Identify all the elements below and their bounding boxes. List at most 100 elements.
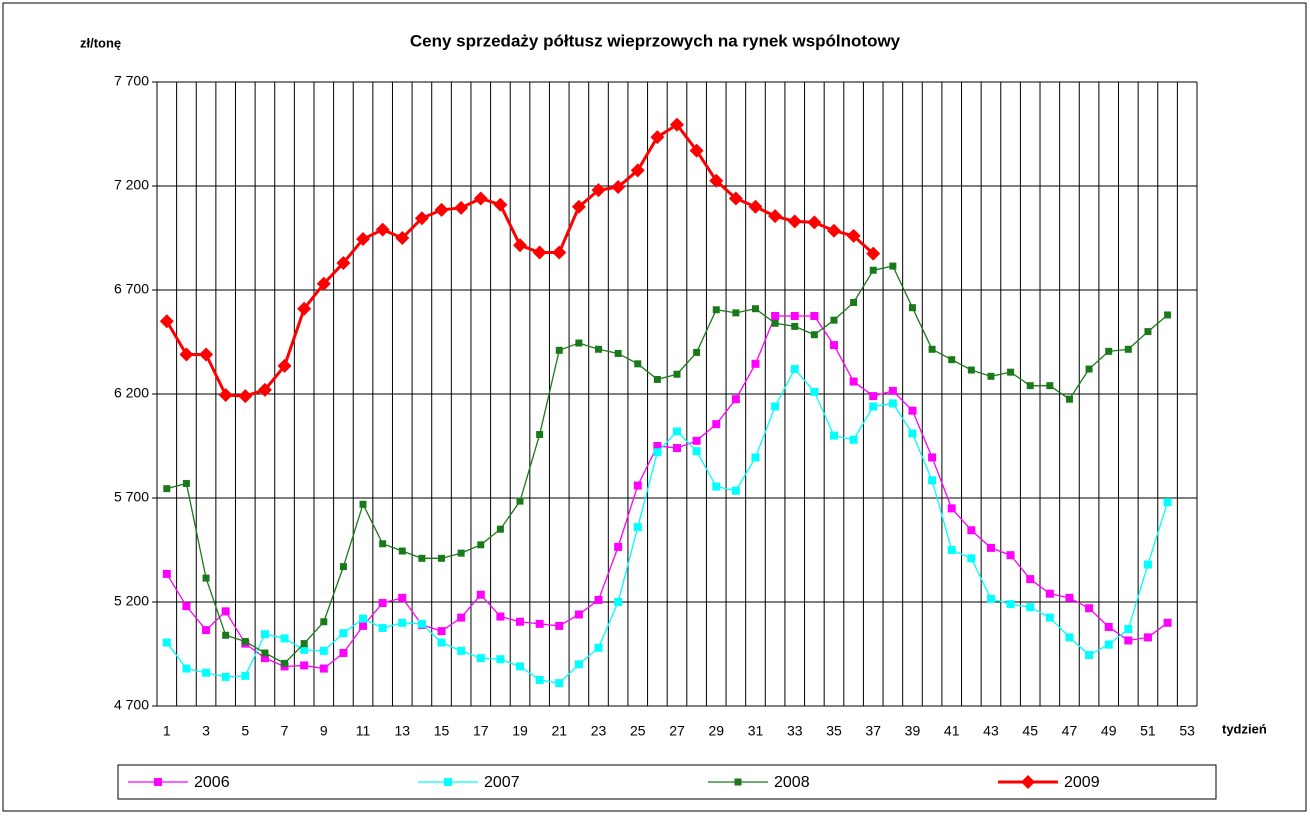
data-point [476,654,485,663]
x-tick-label: 23 [591,723,607,739]
data-point [653,375,661,383]
data-point [986,594,995,603]
data-point [555,346,563,354]
data-point [163,485,171,493]
data-point [771,312,780,320]
data-point [771,402,780,411]
data-point [712,306,720,314]
legend-frame [117,764,1217,800]
data-point [1143,633,1152,642]
data-point [162,569,171,578]
data-point [728,191,743,206]
data-point [574,610,583,619]
data-point [1144,328,1152,336]
data-point [807,215,822,230]
data-point [281,659,289,667]
data-point [673,444,681,453]
data-point [810,387,819,396]
x-tick-label: 17 [473,723,489,739]
data-point [375,222,390,237]
data-point [261,649,269,657]
x-tick-label: 43 [983,723,999,739]
legend-label: 2006 [194,774,230,791]
y-tick-label: 7 700 [114,73,149,89]
x-tick-label: 53 [1179,723,1195,739]
data-point [395,231,410,245]
data-point [300,661,309,670]
data-point [316,276,331,291]
data-point [768,209,783,224]
x-tick-label: 9 [320,723,328,739]
data-point [260,654,269,663]
data-point [1026,603,1035,612]
data-point [947,504,956,513]
data-point [673,370,681,378]
data-point [378,599,387,608]
data-point [732,309,740,317]
x-tick-label: 7 [281,723,289,739]
data-point [692,436,701,445]
x-tick-label: 29 [708,723,724,739]
data-point [418,554,426,562]
data-point [359,500,367,508]
data-point [594,643,603,652]
x-tick-label: 35 [826,723,842,739]
data-point [457,646,466,655]
data-point [849,377,858,386]
x-tick-label: 3 [202,723,210,739]
data-point [1124,345,1132,353]
data-point [1045,613,1054,622]
data-point [1007,368,1015,376]
data-point [888,386,897,395]
data-point [712,420,721,429]
data-point [1164,311,1172,319]
data-point [202,668,211,677]
data-point [908,406,917,415]
data-point [257,382,272,397]
x-tick-label: 47 [1062,723,1078,739]
data-point [434,202,449,217]
data-point [339,629,348,638]
data-point [1026,575,1035,584]
data-point [692,447,701,456]
data-point [633,481,642,490]
data-point [614,598,623,606]
data-point [987,372,995,380]
data-point [1006,600,1015,609]
data-point [536,431,544,439]
data-point [1104,622,1113,631]
data-point [221,607,230,616]
data-point [810,331,818,339]
data-point [889,262,897,270]
data-point [826,223,841,238]
data-point [496,525,504,533]
x-tick-label: 27 [669,723,685,739]
data-point [693,348,701,356]
data-point [199,347,214,362]
data-point [202,574,210,582]
data-point [535,676,544,684]
data-point [948,356,956,364]
data-point [1085,651,1094,660]
legend-marker [444,778,452,786]
data-point [241,671,250,680]
data-point [179,347,194,362]
data-point [967,366,975,374]
data-point [790,365,799,374]
data-point [594,595,603,604]
y-tick-label: 7 200 [114,177,149,193]
data-point [438,554,446,562]
data-point [908,429,917,438]
legend-marker [154,778,162,786]
data-point [846,228,861,243]
data-point [829,431,838,440]
data-point [1065,593,1074,602]
data-point [457,549,465,557]
chart-title: Ceny sprzedaży półtusz wieprzowych na ry… [410,31,901,50]
data-point [477,541,485,549]
data-point [650,130,665,145]
data-point [1026,382,1034,390]
data-point [241,638,249,646]
data-point [866,246,881,261]
